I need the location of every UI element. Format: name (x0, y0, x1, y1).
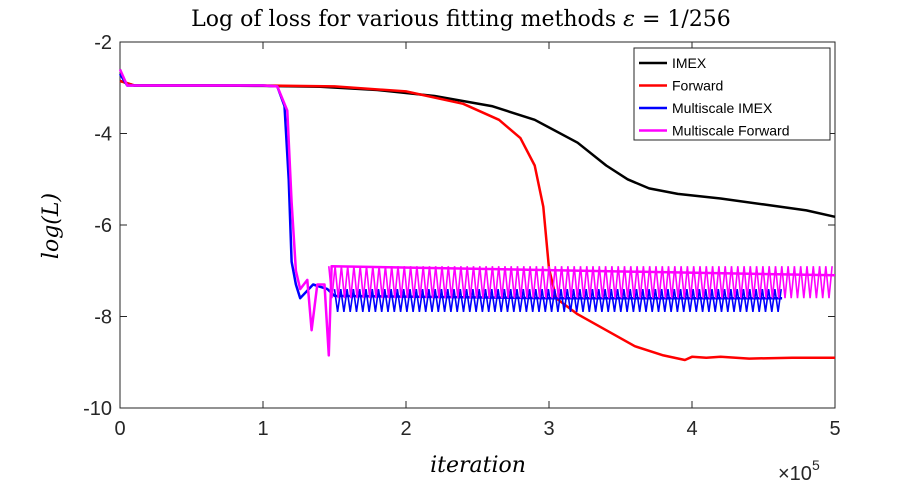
series-oscillation (333, 288, 782, 313)
y-tick-label: -4 (94, 124, 112, 146)
x-tick-label: 1 (257, 418, 268, 440)
x-tick-label: 3 (543, 418, 554, 440)
legend-item: IMEX (639, 55, 707, 71)
y-tick-label: -8 (94, 307, 112, 329)
series-multiscale-forward (118, 68, 836, 357)
legend: IMEX Forward Multiscale IMEX Multiscale For… (633, 47, 831, 141)
x-tick-label: 2 (400, 418, 411, 440)
y-axis-label: log(L) (39, 193, 64, 259)
legend-item: Forward (639, 78, 723, 94)
x-axis-label: iteration (430, 453, 526, 478)
legend-item: Multiscale IMEX (639, 100, 773, 116)
x-tick-label: 5 (829, 418, 840, 440)
legend-label: Forward (672, 78, 723, 94)
legend-label: Multiscale Forward (672, 123, 789, 139)
x-tick-label: 0 (114, 418, 125, 440)
y-tick-label: -10 (83, 398, 112, 420)
x-scale-label: ×105 (778, 457, 820, 485)
title-tail: = 1/256 (635, 7, 731, 32)
y-tick-label: -2 (94, 32, 112, 54)
chart-title: Log of loss for various fitting methods … (191, 7, 731, 32)
legend-label: Multiscale IMEX (672, 100, 773, 116)
y-tick-label: -6 (94, 215, 112, 237)
series-line (118, 68, 836, 357)
legend-label: IMEX (672, 55, 707, 71)
title-main: Log of loss for various fitting methods (191, 7, 623, 32)
series-oscillation (328, 266, 833, 299)
x-tick-label: 4 (686, 418, 697, 440)
title-epsilon: ε (623, 7, 635, 32)
legend-item: Multiscale Forward (639, 123, 789, 139)
